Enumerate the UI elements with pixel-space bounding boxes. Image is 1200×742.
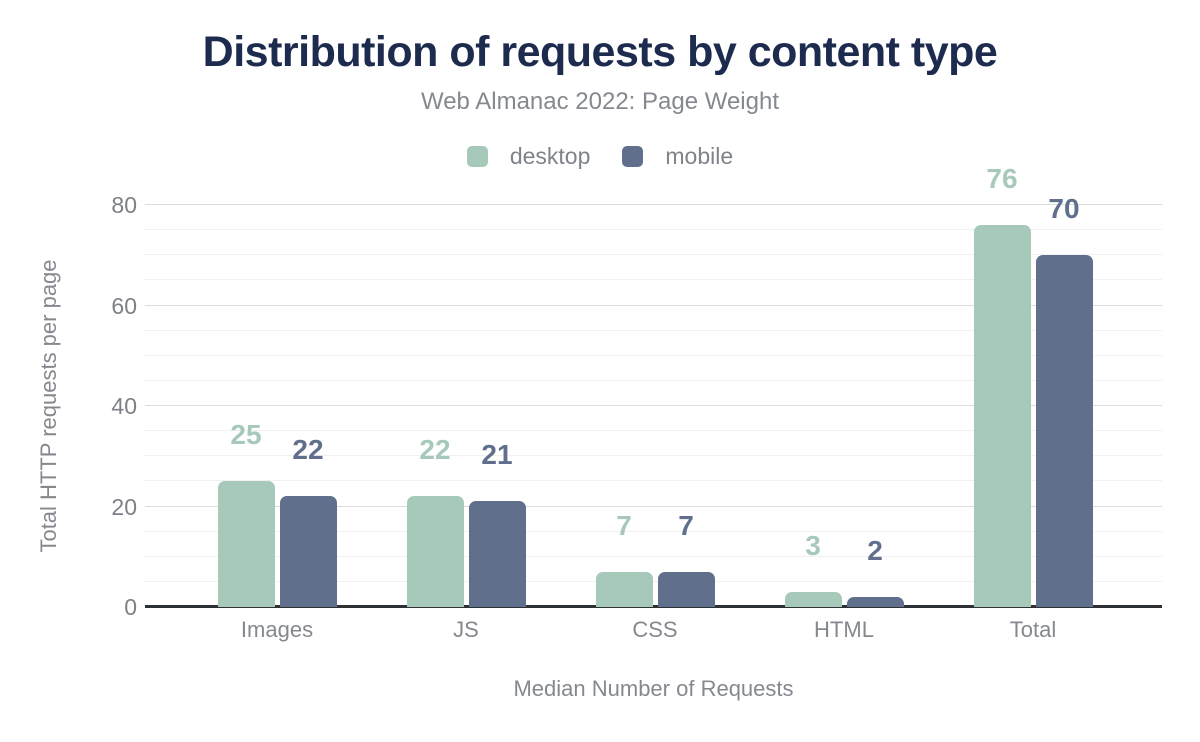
legend: desktop mobile [0, 143, 1200, 170]
minor-gridline-15 [145, 530, 1162, 532]
value-label-mobile-total: 70 [1048, 193, 1080, 225]
legend-item-desktop: desktop [466, 143, 591, 170]
value-label-desktop-total: 76 [986, 163, 1018, 195]
bar-desktop-css [595, 571, 653, 607]
minor-gridline-30 [145, 455, 1162, 457]
bar-desktop-total [973, 225, 1031, 607]
y-tick-label-40: 40 [111, 393, 137, 419]
x-axis-line [145, 605, 1162, 608]
value-label-mobile-images: 22 [292, 434, 324, 466]
bar-desktop-html [784, 591, 842, 607]
value-label-desktop-html: 3 [805, 529, 821, 561]
x-category-label-css: CSS [632, 617, 678, 642]
legend-label-mobile: mobile [665, 143, 734, 169]
x-category-label-html: HTML [814, 617, 874, 642]
y-tick-label-80: 80 [111, 192, 137, 218]
chart-subtitle: Web Almanac 2022: Page Weight [420, 88, 779, 115]
minor-gridline-75 [145, 229, 1162, 231]
chart-title: Distribution of requests by content type [202, 28, 998, 76]
major-gridline-80 [145, 204, 1162, 205]
minor-gridline-50 [145, 354, 1162, 356]
legend-swatch-mobile [622, 146, 644, 167]
value-label-desktop-js: 22 [419, 434, 451, 466]
bar-desktop-images [217, 481, 275, 607]
minor-gridline-10 [145, 555, 1162, 557]
y-tick-label-60: 60 [111, 292, 137, 319]
minor-gridline-5 [145, 580, 1162, 582]
bar-mobile-total [1035, 255, 1093, 607]
major-gridline-60 [145, 304, 1162, 306]
bar-mobile-html [846, 596, 904, 607]
value-label-desktop-css: 7 [616, 509, 632, 541]
x-category-label-js: JS [453, 617, 479, 642]
major-gridline-20 [145, 505, 1162, 507]
minor-gridline-65 [145, 279, 1162, 281]
minor-gridline-25 [145, 480, 1162, 482]
major-gridline-40 [145, 405, 1162, 406]
minor-gridline-45 [145, 379, 1162, 381]
value-label-desktop-images: 25 [230, 419, 262, 451]
value-label-mobile-js: 21 [481, 439, 513, 471]
y-tick-label-0: 0 [124, 594, 137, 620]
plot-area: 25 22 22 21 7 7 3 2 76 70 [145, 165, 1162, 608]
bar-desktop-js [406, 496, 464, 607]
bar-mobile-images [279, 496, 337, 607]
minor-gridline-35 [145, 430, 1162, 432]
legend-swatch-desktop [466, 146, 488, 167]
x-axis-title: Median Number of Requests [513, 676, 794, 701]
x-category-label-images: Images [240, 617, 314, 642]
legend-label-desktop: desktop [509, 143, 591, 169]
value-label-mobile-css: 7 [678, 509, 694, 541]
value-label-mobile-html: 2 [867, 534, 883, 566]
x-category-label-total: Total [1009, 617, 1057, 642]
minor-gridline-70 [145, 254, 1162, 256]
bar-mobile-js [468, 501, 526, 607]
bar-mobile-css [657, 571, 715, 607]
y-tick-label-20: 20 [111, 493, 137, 520]
legend-item-mobile: mobile [622, 143, 733, 170]
minor-gridline-55 [145, 329, 1162, 331]
